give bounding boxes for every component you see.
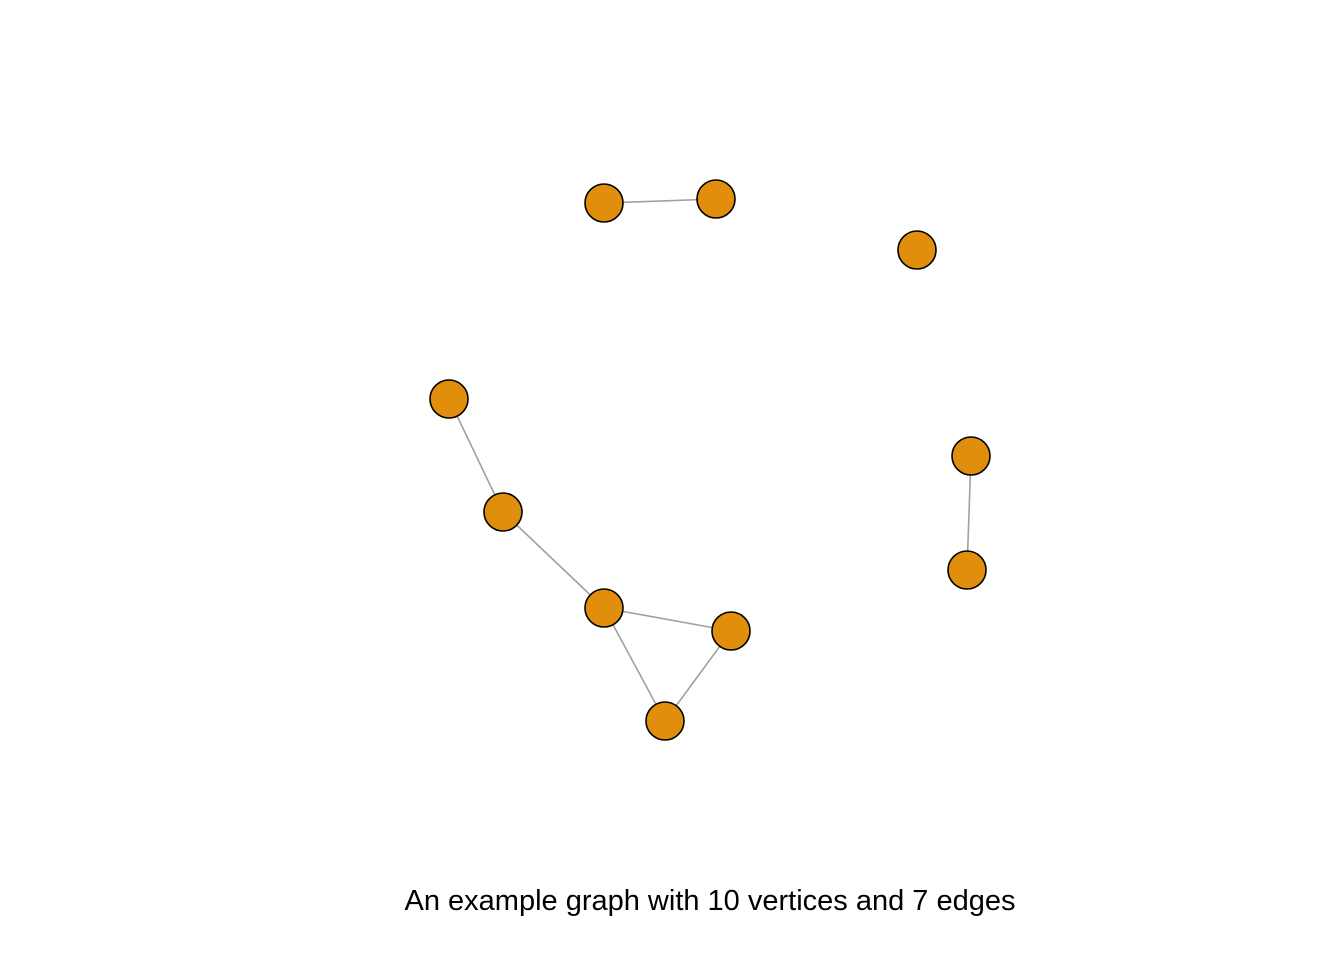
graph-vertex (645, 701, 685, 741)
graph-edge (448, 398, 504, 513)
graph-vertex (429, 379, 469, 419)
graph-edge (502, 511, 605, 609)
graph-edge (603, 607, 732, 632)
graph-edge (603, 607, 666, 722)
graph-vertex (696, 179, 736, 219)
graph-vertex (483, 492, 523, 532)
graph-vertex (951, 436, 991, 476)
graph-vertex (584, 588, 624, 628)
edge-layer (448, 198, 972, 722)
vertex-layer (429, 179, 991, 741)
graph-vertex (711, 611, 751, 651)
graph-vertex (947, 550, 987, 590)
graph-vertex (584, 183, 624, 223)
graph-caption: An example graph with 10 vertices and 7 … (404, 885, 1016, 917)
graph-vertex (897, 230, 937, 270)
